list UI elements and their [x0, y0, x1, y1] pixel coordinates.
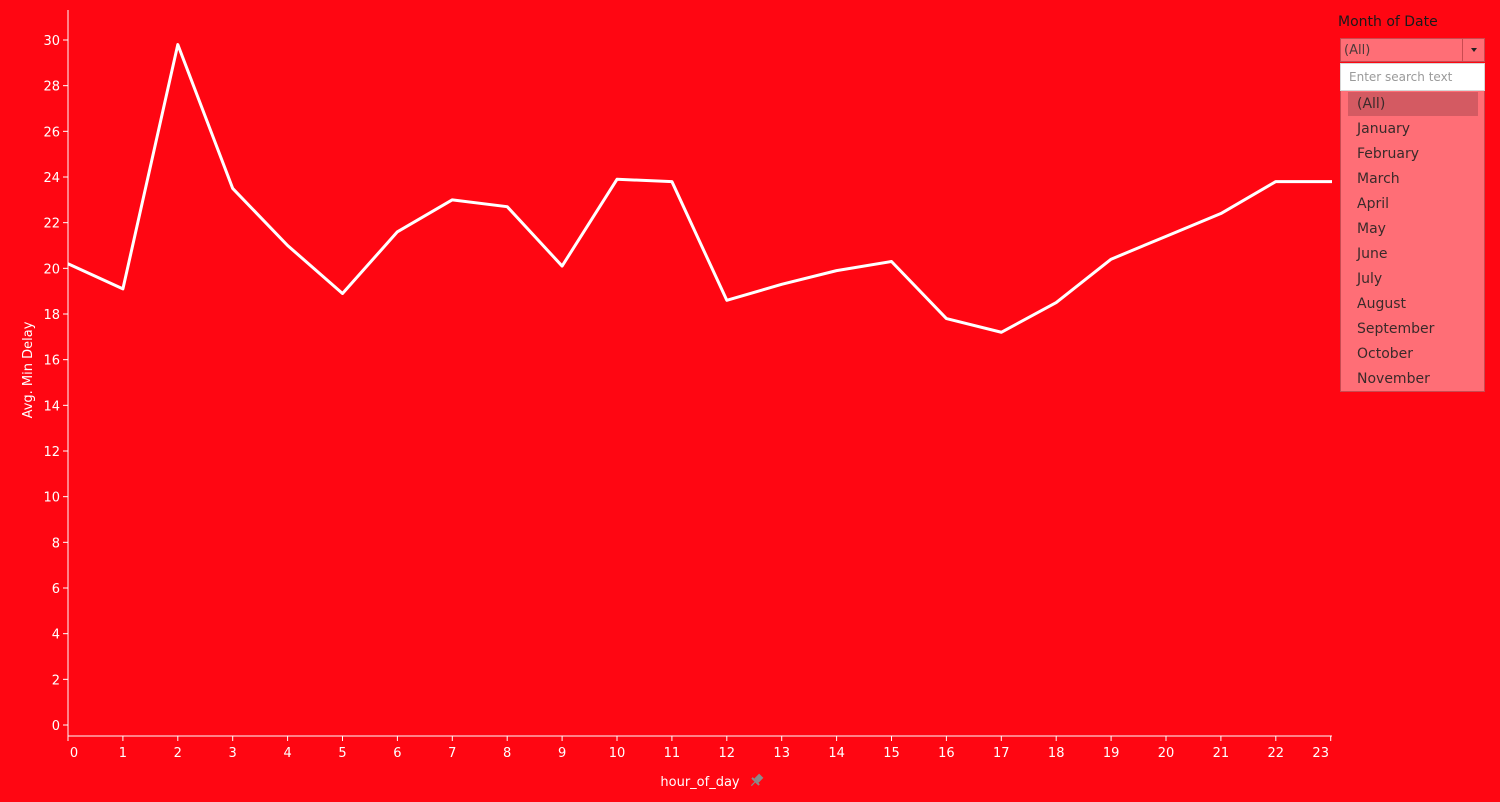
y-tick-label: 4: [52, 628, 60, 643]
x-tick-label: 3: [229, 746, 237, 761]
x-tick-label: 11: [664, 746, 681, 761]
x-tick-label: 0: [70, 746, 78, 761]
filter-option[interactable]: February: [1357, 146, 1420, 162]
x-tick-label: 21: [1213, 746, 1230, 761]
series-layer: [67, 43, 1332, 334]
filter-option[interactable]: January: [1357, 121, 1411, 137]
filter-option[interactable]: (All): [1348, 92, 1478, 116]
x-axis: 0 1 2 3 4 5 6 7 8 9 10 11 12 13 14 15 16 17 18 19 20 21 22 23: [67, 735, 1332, 761]
x-tick-label: 23: [1312, 746, 1329, 761]
x-tick-label: 1: [119, 746, 127, 761]
x-tick-label: 20: [1158, 746, 1175, 761]
filter-option[interactable]: November: [1357, 371, 1430, 387]
y-tick-label: 10: [43, 491, 60, 506]
x-tick-label: 6: [393, 746, 401, 761]
x-tick-label: 8: [503, 746, 511, 761]
y-tick-label: 16: [43, 354, 60, 369]
x-tick-label: 18: [1048, 746, 1065, 761]
filter-option[interactable]: October: [1357, 346, 1414, 362]
filter-option[interactable]: July: [1357, 271, 1383, 287]
y-tick-label: 18: [43, 308, 60, 323]
y-tick-label: 12: [43, 445, 60, 460]
y-tick-label: 2: [52, 673, 60, 688]
series-line[interactable]: [67, 43, 1332, 334]
x-tick-label: 10: [609, 746, 626, 761]
x-tick-label: 16: [938, 746, 955, 761]
y-axis-title: Avg. Min Delay: [21, 321, 36, 418]
x-tick-label: 22: [1268, 746, 1285, 761]
y-tick-label: 14: [43, 399, 60, 414]
y-tick-label: 8: [52, 536, 60, 551]
filter-title: Month of Date: [1338, 14, 1438, 30]
x-tick-label: 14: [828, 746, 845, 761]
y-tick-label: 24: [43, 171, 60, 186]
filter-option[interactable]: May: [1357, 221, 1386, 237]
y-tick-label: 20: [43, 262, 60, 277]
x-tick-label: 4: [283, 746, 291, 761]
filter-option[interactable]: September: [1357, 321, 1435, 337]
y-tick-label: 22: [43, 217, 60, 232]
month-filter-dropdown[interactable]: (All): [1340, 38, 1485, 62]
y-tick-label: 28: [43, 80, 60, 95]
filter-search-input[interactable]: [1340, 63, 1485, 91]
x-tick-label: 13: [773, 746, 790, 761]
x-tick-label: 12: [719, 746, 736, 761]
y-tick-label: 0: [52, 719, 60, 734]
filter-option[interactable]: April: [1357, 196, 1389, 212]
filter-option[interactable]: March: [1357, 171, 1400, 187]
filter-option[interactable]: June: [1357, 246, 1388, 262]
x-tick-label: 2: [174, 746, 182, 761]
pin-icon[interactable]: [748, 772, 765, 789]
x-tick-label: 7: [448, 746, 456, 761]
x-axis-title: hour_of_day: [660, 775, 740, 790]
x-tick-label: 19: [1103, 746, 1120, 761]
x-tick-label: 9: [558, 746, 566, 761]
y-tick-label: 26: [43, 125, 60, 140]
chevron-down-icon[interactable]: [1462, 39, 1484, 61]
filter-option[interactable]: August: [1357, 296, 1406, 312]
filter-selected-value: (All): [1344, 43, 1371, 58]
filter-option-list: (All) January February March April May June Jul…: [1340, 91, 1485, 392]
x-tick-label: 5: [338, 746, 346, 761]
x-tick-label: 17: [993, 746, 1010, 761]
y-tick-label: 6: [52, 582, 60, 597]
y-tick-label: 30: [43, 34, 60, 49]
x-tick-label: 15: [883, 746, 900, 761]
